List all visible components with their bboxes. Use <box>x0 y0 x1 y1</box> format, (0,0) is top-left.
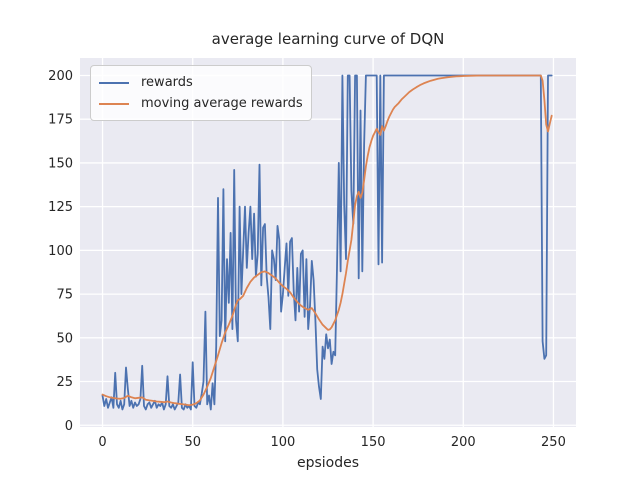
y-tick-label: 25 <box>56 375 73 390</box>
y-tick-label: 175 <box>48 113 73 128</box>
y-tick-label: 200 <box>48 69 73 84</box>
y-tick-label: 150 <box>48 156 73 171</box>
legend-label-moving-average: moving average rewards <box>141 96 303 111</box>
x-tick-label: 0 <box>98 435 106 450</box>
x-axis-label: epsiodes <box>296 455 360 471</box>
legend-item-rewards: rewards <box>99 72 301 93</box>
y-tick-label: 0 <box>65 419 73 434</box>
legend-item-moving-average: moving average rewards <box>99 93 303 114</box>
moving-average-line-swatch <box>99 102 129 105</box>
x-tick-label: 200 <box>451 435 476 450</box>
x-tick-label: 100 <box>270 435 295 450</box>
rewards-line-swatch <box>99 81 129 84</box>
y-tick-label: 75 <box>56 288 73 303</box>
legend: rewards moving average rewards <box>90 65 312 121</box>
x-tick-label: 150 <box>361 435 386 450</box>
moving-average-line <box>101 74 553 407</box>
y-tick-label: 100 <box>48 244 73 259</box>
x-tick-label: 250 <box>541 435 566 450</box>
y-tick-label: 125 <box>48 200 73 215</box>
legend-label-rewards: rewards <box>141 75 193 90</box>
chart-title: average learning curve of DQN <box>211 30 445 48</box>
x-tick-label: 50 <box>184 435 201 450</box>
y-tick-label: 50 <box>56 331 73 346</box>
